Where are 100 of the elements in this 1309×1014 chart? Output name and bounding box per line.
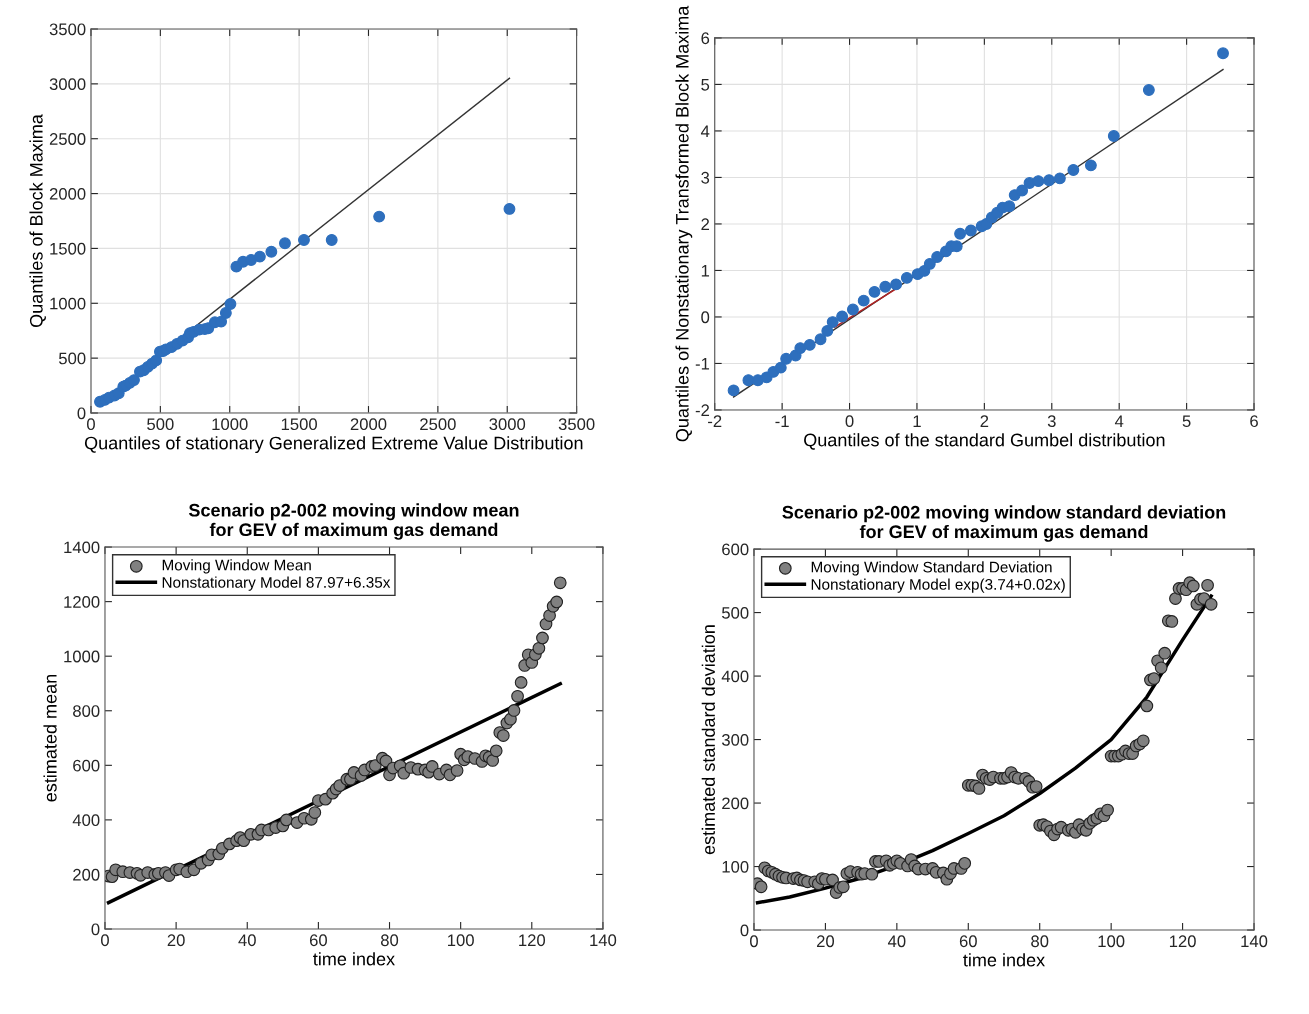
point [325, 234, 338, 246]
y-tick-label: 2000 [49, 187, 86, 200]
x-tick-label: 1 [913, 415, 921, 427]
point [931, 251, 944, 263]
y-tick-label: 400 [72, 814, 100, 827]
point [1003, 200, 1016, 213]
x-axis-title: time index [313, 952, 395, 966]
x-tick-label: 140 [590, 934, 617, 947]
legend-label: Moving Window Mean [162, 559, 311, 574]
x-tick-label: 3000 [489, 418, 526, 431]
point [1016, 184, 1029, 197]
x-tick-label: 3 [1047, 415, 1056, 428]
x-axis-title: Quantiles of the standard Gumbel distribution [804, 433, 1165, 450]
y-tick-label: 600 [73, 759, 100, 772]
point [826, 316, 839, 329]
y-tick-label: 2 [701, 218, 710, 230]
y-tick-label: 500 [58, 352, 86, 365]
y-tick-label: 0 [740, 924, 749, 937]
point [279, 237, 291, 250]
x-tick-label: 80 [1031, 935, 1049, 948]
x-tick-label: 1000 [212, 418, 248, 431]
point [1142, 84, 1155, 96]
y-tick-label: 200 [722, 797, 749, 810]
x-tick-label: 100 [448, 934, 474, 947]
x-tick-label: 20 [816, 935, 835, 948]
x-tick-label: 40 [887, 935, 906, 948]
point [128, 374, 140, 387]
y-tick-label: 6 [701, 32, 710, 45]
y-tick-label: 600 [722, 543, 749, 556]
y-tick-label: 1400 [64, 541, 100, 554]
y-tick-label: 1200 [64, 596, 100, 608]
point [964, 224, 977, 237]
point [868, 285, 881, 298]
point [298, 234, 310, 246]
x-tick-label: 1500 [281, 418, 317, 431]
x-tick-label: 140 [1241, 935, 1268, 948]
y-tick-label: -1 [695, 358, 710, 370]
point [1067, 164, 1080, 176]
point [803, 338, 816, 351]
x-tick-label: 0 [101, 934, 109, 947]
y-tick-label: 1500 [50, 242, 86, 255]
point [954, 227, 967, 240]
x-tick-label: 2500 [420, 418, 456, 431]
point [846, 303, 859, 316]
x-tick-label: 100 [1098, 935, 1125, 948]
point [1032, 175, 1045, 188]
point [814, 333, 827, 346]
y-tick-label: 1000 [50, 297, 86, 310]
point [727, 384, 740, 397]
x-tick-label: 500 [147, 418, 174, 431]
point [265, 245, 278, 258]
point [821, 324, 834, 337]
x-tick-label: 0 [750, 935, 758, 948]
x-tick-label: 20 [167, 934, 185, 947]
legend-label: Moving Window Standard Deviation [811, 561, 1052, 576]
point [836, 310, 849, 323]
point [857, 294, 870, 307]
point [923, 258, 936, 270]
x-axis-title: Quantiles of stationary Generalized Extreme Value Distribution [84, 436, 583, 454]
point [879, 280, 892, 293]
y-tick-label: -2 [695, 404, 710, 416]
y-tick-label: 500 [721, 606, 749, 619]
y-tick-label: 3 [701, 171, 710, 184]
x-tick-label: 60 [959, 935, 977, 948]
x-tick-label: 0 [845, 415, 854, 428]
point [503, 202, 516, 215]
x-tick-label: 5 [1182, 415, 1191, 428]
y-tick-label: 0 [701, 311, 710, 324]
y-tick-label: 3500 [49, 23, 86, 36]
point [253, 250, 266, 263]
chart-title: Scenario p2-002 moving window standard deviation for GEV of maximum gas demand [782, 505, 1226, 542]
x-tick-label: 80 [380, 934, 399, 947]
x-tick-label: 6 [1250, 415, 1258, 428]
y-tick-label: 0 [91, 923, 100, 936]
y-tick-label: 3000 [49, 78, 86, 91]
y-tick-label: 5 [701, 79, 710, 91]
point [1053, 172, 1066, 185]
x-tick-label: -1 [775, 415, 789, 427]
legend-label: Nonstationary Model exp(3.74+0.02x) [811, 578, 1065, 593]
y-tick-label: 300 [721, 733, 749, 746]
x-tick-label: 120 [519, 934, 546, 947]
y-tick-label: 800 [73, 705, 100, 717]
point [890, 278, 902, 291]
y-tick-label: 2500 [49, 133, 86, 145]
y-axis-title: Quantiles of Nonstationary Transformed Block Maxima [675, 5, 693, 442]
point [1217, 47, 1229, 60]
point [373, 210, 386, 223]
x-tick-label: 4 [1114, 415, 1124, 427]
chart-title: Scenario p2-002 moving window mean for GEV of maximum gas demand [188, 503, 519, 540]
point [1043, 174, 1056, 187]
x-axis-title: time index [963, 953, 1045, 967]
y-tick-label: 100 [722, 860, 749, 873]
point [794, 342, 807, 355]
point [1107, 130, 1120, 142]
point [219, 307, 232, 319]
y-axis-title: estimated mean [43, 674, 57, 802]
legend-label: Nonstationary Model 87.97+6.35x [162, 576, 391, 591]
x-tick-label: 60 [309, 934, 327, 947]
point [224, 298, 237, 310]
point [900, 271, 913, 284]
